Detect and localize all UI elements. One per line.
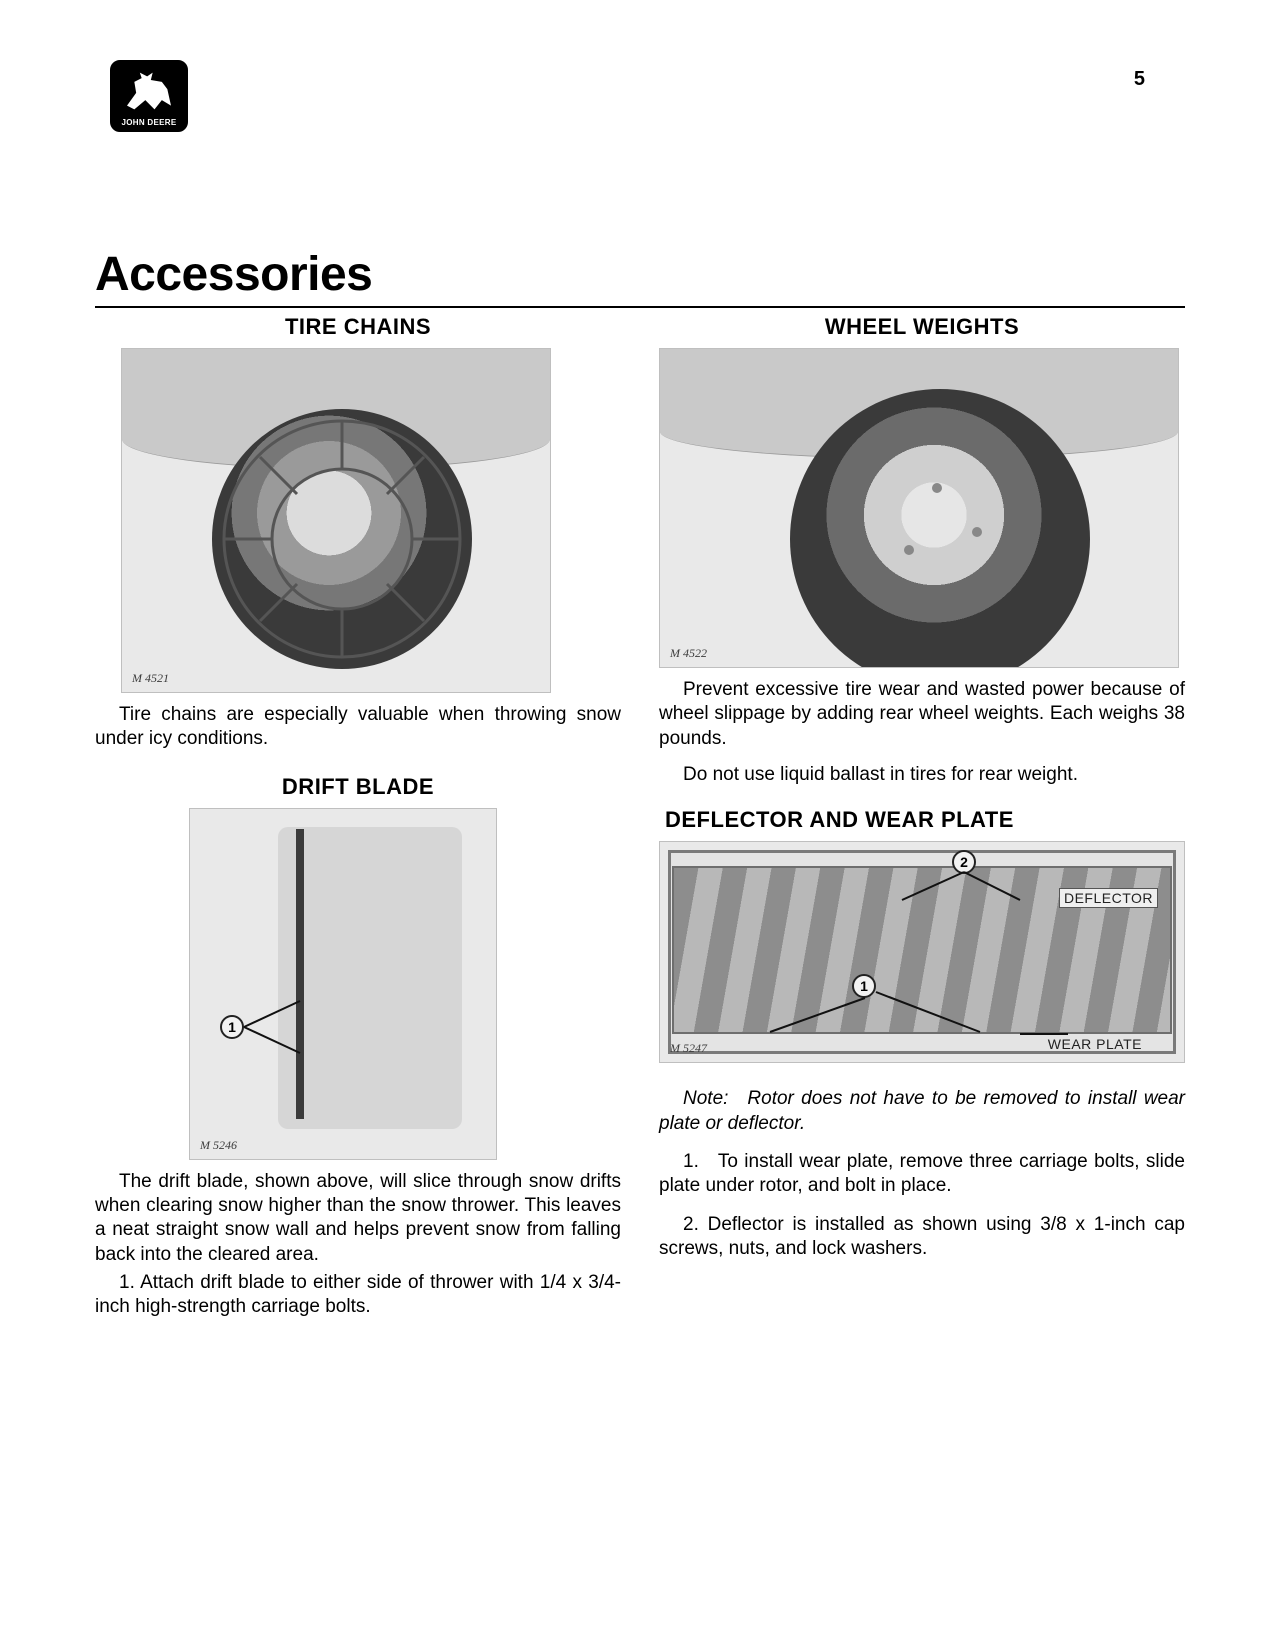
para-drift-blade-2: 1. Attach drift blade to either side of … <box>95 1271 621 1320</box>
para-deflector-1: 1. To install wear plate, remove three c… <box>659 1150 1185 1199</box>
note-deflector: Note: Rotor does not have to be removed … <box>659 1087 1185 1136</box>
label-wear-plate: WEAR PLATE <box>1048 1036 1142 1052</box>
photo-caption: M 4521 <box>132 671 169 686</box>
photo-drift-blade: 1 M 5246 <box>189 808 497 1160</box>
photo-deflector-wear-plate: 2 1 DEFLECTOR WEAR PLATE M 5247 <box>659 841 1185 1063</box>
para-deflector-2: 2. Deflector is installed as shown using… <box>659 1213 1185 1262</box>
page-number: 5 <box>1134 68 1145 91</box>
photo-caption: M 5247 <box>670 1041 707 1056</box>
deer-icon <box>119 69 179 113</box>
para-tire-chains: Tire chains are especially valuable when… <box>95 703 621 752</box>
thrower-body-shape <box>278 827 462 1129</box>
stud-icon <box>972 527 982 537</box>
photo-tire-chains: M 4521 <box>121 348 551 693</box>
para-wheel-weights-2: Do not use liquid ballast in tires for r… <box>659 763 1185 787</box>
page: 5 JOHN DEERE Accessories TIRE CHAINS <box>0 0 1275 1650</box>
brand-logo-text: JOHN DEERE <box>113 118 185 127</box>
callout-leader-icon <box>242 995 312 1065</box>
heading-drift-blade: DRIFT BLADE <box>95 774 621 800</box>
para-wheel-weights-1: Prevent excessive tire wear and wasted p… <box>659 678 1185 751</box>
callout-leaders-icon <box>660 842 1185 1063</box>
heading-tire-chains: TIRE CHAINS <box>95 314 621 340</box>
two-column-layout: TIRE CHAINS <box>95 314 1185 1320</box>
brand-logo: JOHN DEERE <box>110 60 188 132</box>
para-drift-blade-1: The drift blade, shown above, will slice… <box>95 1170 621 1267</box>
photo-wheel-weights: M 4522 <box>659 348 1179 668</box>
photo-caption: M 5246 <box>200 1138 237 1153</box>
photo-caption: M 4522 <box>670 646 707 661</box>
stud-icon <box>904 545 914 555</box>
drift-blade-shape <box>296 829 304 1119</box>
label-deflector: DEFLECTOR <box>1059 888 1158 908</box>
left-column: TIRE CHAINS <box>95 314 621 1320</box>
heading-deflector-wear-plate: DEFLECTOR AND WEAR PLATE <box>659 807 1185 833</box>
right-column: WHEEL WEIGHTS M 4522 Prevent excessive t… <box>659 314 1185 1320</box>
title-rule <box>95 306 1185 308</box>
callout-1: 1 <box>220 1015 244 1039</box>
heading-wheel-weights: WHEEL WEIGHTS <box>659 314 1185 340</box>
stud-icon <box>932 483 942 493</box>
page-title: Accessories <box>95 247 1185 302</box>
chain-overlay-icon <box>212 409 472 669</box>
